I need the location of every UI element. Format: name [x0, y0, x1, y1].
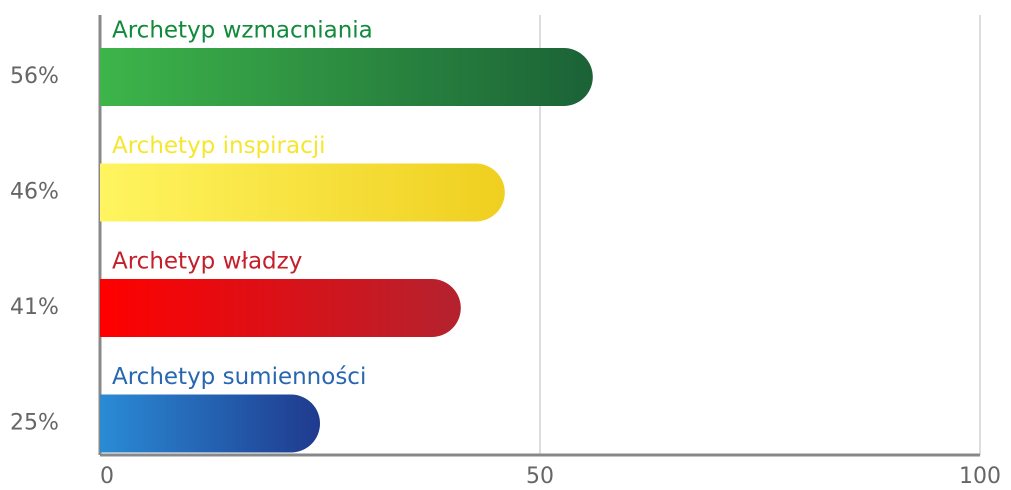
value-label: 25%	[10, 411, 59, 436]
category-label: Archetyp sumienności	[112, 364, 366, 390]
category-label: Archetyp inspiracji	[112, 133, 326, 159]
bar	[100, 279, 461, 337]
category-label: Archetyp wzmacniania	[112, 18, 373, 44]
value-label: 46%	[10, 180, 59, 205]
x-tick-label: 0	[100, 464, 114, 489]
x-tick-label: 100	[959, 464, 1001, 489]
x-tick-label: 50	[526, 464, 554, 489]
bar	[100, 163, 505, 222]
bar	[100, 394, 320, 453]
value-label: 56%	[10, 64, 59, 89]
category-label: Archetyp władzy	[112, 249, 302, 275]
value-label: 41%	[10, 295, 59, 320]
bar	[100, 48, 593, 106]
